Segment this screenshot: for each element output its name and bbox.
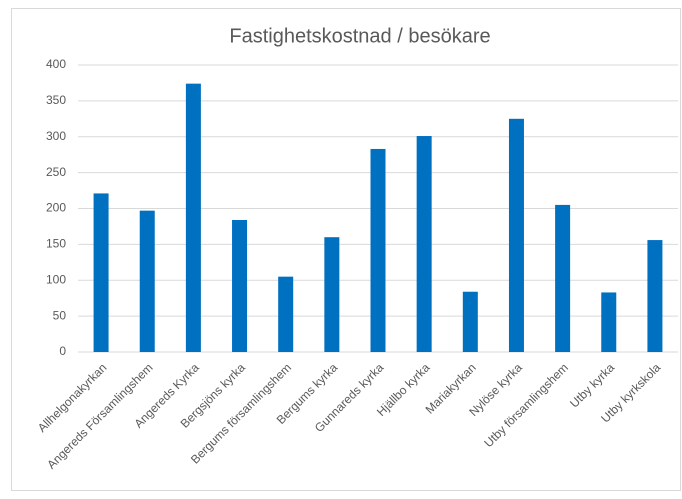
chart-border bbox=[11, 8, 681, 491]
y-tick-label: 100 bbox=[46, 272, 66, 286]
y-tick-label: 200 bbox=[46, 201, 66, 215]
y-tick-label: 50 bbox=[53, 308, 67, 322]
bar bbox=[555, 204, 571, 352]
bar bbox=[324, 237, 340, 352]
bar bbox=[647, 240, 663, 352]
bar bbox=[232, 219, 248, 352]
y-tick-label: 300 bbox=[46, 129, 66, 143]
chart-title: Fastighetskostnad / besökare bbox=[229, 25, 490, 47]
y-tick-label: 350 bbox=[46, 93, 66, 107]
bar bbox=[462, 291, 478, 352]
bar bbox=[139, 210, 155, 352]
bar bbox=[416, 136, 432, 352]
y-tick-label: 250 bbox=[46, 165, 66, 179]
bar bbox=[93, 193, 109, 352]
bar bbox=[278, 276, 294, 352]
y-tick-label: 0 bbox=[59, 344, 66, 358]
bar bbox=[508, 118, 524, 352]
y-tick-label: 150 bbox=[46, 237, 66, 251]
bar bbox=[185, 83, 201, 352]
bar bbox=[370, 148, 386, 352]
y-tick-label: 400 bbox=[46, 57, 66, 71]
bar bbox=[601, 292, 617, 352]
